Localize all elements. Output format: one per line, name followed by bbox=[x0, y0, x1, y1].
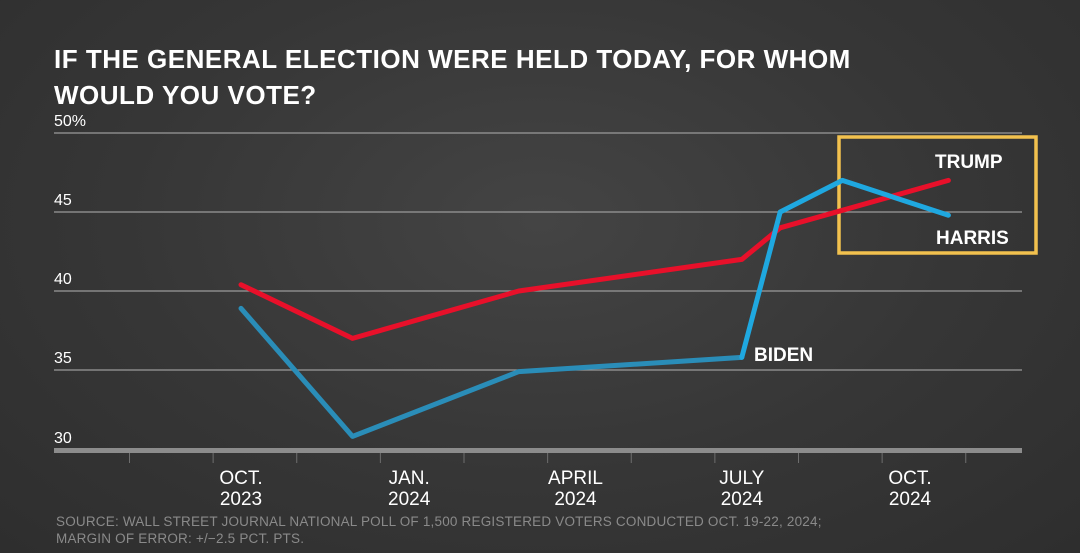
y-tick-label: 45 bbox=[54, 192, 72, 209]
x-axis-line bbox=[54, 448, 1022, 453]
x-tick-label: JAN. bbox=[389, 468, 430, 489]
x-tick-label-year: 2023 bbox=[220, 489, 262, 510]
series-label-biden: BIDEN bbox=[754, 345, 813, 366]
series-lines bbox=[238, 177, 951, 439]
y-tick-label: 35 bbox=[54, 350, 72, 367]
x-axis-tick-labels: OCT.2023JAN.2024APRIL2024JULY2024OCT.202… bbox=[219, 468, 931, 510]
series-labels: TRUMP BIDEN HARRIS bbox=[754, 152, 1009, 366]
x-axis bbox=[54, 448, 1022, 463]
series-line-trump bbox=[238, 177, 951, 341]
highlight-box bbox=[837, 135, 1038, 255]
series-line-harris bbox=[739, 177, 951, 360]
y-tick-label: 40 bbox=[54, 271, 72, 288]
series-label-harris: HARRIS bbox=[936, 228, 1009, 249]
source-note: SOURCE: WALL STREET JOURNAL NATIONAL POL… bbox=[56, 513, 1056, 547]
chart-title: IF THE GENERAL ELECTION WERE HELD TODAY,… bbox=[54, 44, 851, 110]
series-line-biden bbox=[238, 305, 745, 439]
x-tick-label: APRIL bbox=[548, 468, 603, 489]
y-tick-label: 30 bbox=[54, 430, 72, 447]
y-tick-label: 50% bbox=[54, 113, 86, 130]
x-tick-label-year: 2024 bbox=[388, 489, 431, 510]
source-line-2: MARGIN OF ERROR: +/−2.5 PCT. PTS. bbox=[56, 531, 305, 546]
x-tick-label-year: 2024 bbox=[889, 489, 932, 510]
x-tick-label: JULY bbox=[719, 468, 764, 489]
series-label-trump: TRUMP bbox=[935, 152, 1003, 173]
x-tick-label-year: 2024 bbox=[554, 489, 597, 510]
x-tick-label: OCT. bbox=[888, 468, 931, 489]
highlight-box-layer bbox=[837, 135, 1038, 255]
x-tick-label: OCT. bbox=[219, 468, 262, 489]
x-tick-label-year: 2024 bbox=[721, 489, 764, 510]
y-axis-tick-labels: 50% 45 40 35 30 bbox=[54, 113, 86, 447]
source-line-1: SOURCE: WALL STREET JOURNAL NATIONAL POL… bbox=[56, 514, 822, 529]
